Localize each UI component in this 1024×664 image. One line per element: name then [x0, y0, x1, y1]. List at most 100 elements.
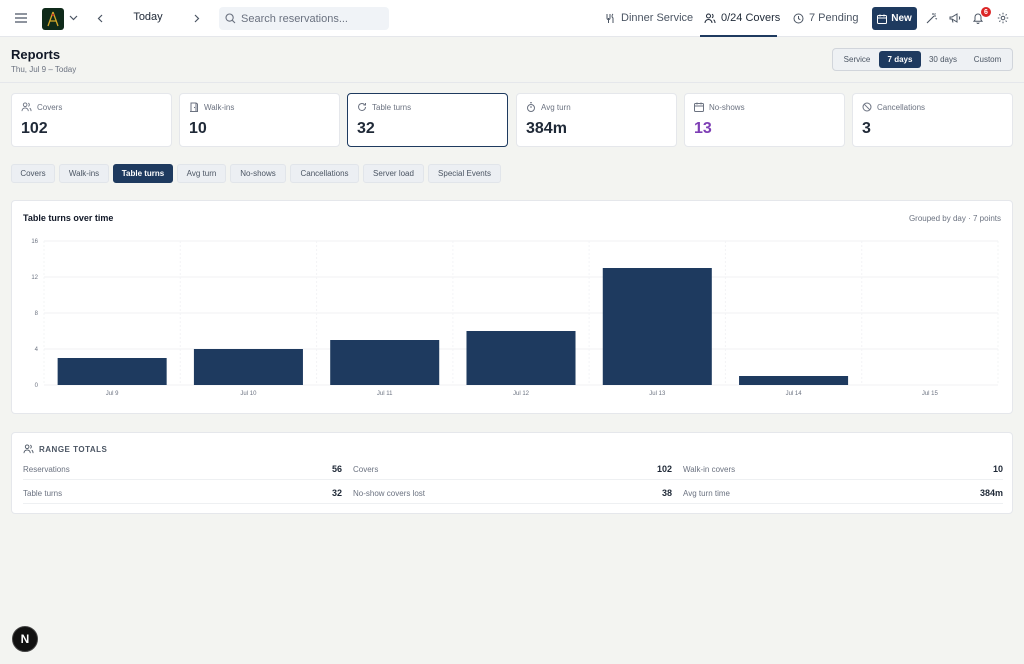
next-dev-badge[interactable]: N — [12, 626, 38, 652]
total-value: 384m — [979, 488, 1003, 498]
total-label: Covers — [353, 464, 379, 474]
pending-tab[interactable]: 7 Pending — [793, 12, 859, 24]
x-tick-label: Jul 11 — [377, 391, 393, 397]
metric-tab-covers[interactable]: Covers — [11, 164, 55, 183]
range-30-days[interactable]: 30 days — [928, 55, 958, 64]
notification-badge: 6 — [981, 7, 991, 17]
metric-tab-walk-ins[interactable]: Walk-ins — [59, 164, 109, 183]
active-tab-indicator — [700, 35, 777, 37]
metric-tab-special-events[interactable]: Special Events — [428, 164, 501, 183]
y-tick-label: 0 — [35, 383, 39, 389]
new-button-label: New — [891, 13, 912, 24]
chevron-down-icon[interactable] — [67, 12, 79, 24]
search-input[interactable] — [241, 12, 381, 25]
utensils-icon — [606, 13, 614, 23]
door-icon — [190, 102, 198, 112]
card-label-text: Avg turn — [541, 102, 571, 112]
menu-icon[interactable] — [12, 10, 30, 26]
card-label-table-turns: Table turns — [357, 102, 411, 112]
header-divider — [0, 82, 1024, 83]
total-label: Table turns — [23, 488, 63, 498]
card-value: 13 — [694, 120, 712, 137]
service-label: Dinner Service — [621, 12, 694, 24]
x-tick-label: Jul 14 — [786, 391, 803, 397]
metric-tab-server-load[interactable]: Server load — [363, 164, 424, 183]
metric-tab-no-shows[interactable]: No-shows — [230, 164, 286, 183]
y-tick-label: 12 — [31, 275, 38, 281]
total-row: Covers 102 — [353, 462, 672, 476]
card-value: 384m — [526, 120, 567, 137]
range-totals-label: RANGE TOTALS — [39, 444, 108, 454]
next-day-button[interactable] — [191, 11, 203, 25]
total-value: 102 — [656, 464, 672, 474]
card-label-avg-turn: Avg turn — [526, 102, 571, 112]
metric-tab-table-turns[interactable]: Table turns — [113, 164, 173, 183]
metric-tab-avg-turn[interactable]: Avg turn — [177, 164, 226, 183]
covers-tab[interactable]: 0/24 Covers — [704, 12, 780, 24]
refresh-icon — [358, 102, 366, 111]
x-tick-label: Jul 15 — [922, 391, 939, 397]
x-tick-label: Jul 9 — [106, 391, 119, 397]
card-label-walk-ins: Walk-ins — [189, 102, 234, 112]
stat-card-table-turns[interactable]: Table turns 32 — [347, 93, 508, 147]
total-row: Avg turn time 384m — [683, 486, 1003, 500]
previous-day-button[interactable] — [94, 11, 106, 25]
row-divider — [23, 479, 1003, 480]
range-totals-title: RANGE TOTALS — [23, 444, 107, 454]
card-value: 102 — [21, 120, 48, 137]
card-label-text: Table turns — [372, 102, 412, 112]
metric-tab-cancellations[interactable]: Cancellations — [290, 164, 359, 183]
bar — [193, 349, 303, 385]
total-value: 10 — [992, 464, 1003, 474]
total-row: Table turns 32 — [23, 486, 342, 500]
bar — [57, 358, 167, 385]
clock-icon — [793, 13, 804, 23]
card-value: 10 — [189, 120, 207, 137]
total-row: No-show covers lost 38 — [353, 486, 672, 500]
bar — [466, 331, 576, 385]
calendar-x-icon — [694, 102, 704, 112]
ban-icon — [862, 102, 872, 112]
total-label: Reservations — [23, 464, 70, 474]
bar — [602, 268, 712, 385]
table-turns-chart: 0 4 8 12 16 Jul 9 Jul 10 Jul 11 Jul 12 Jul 13 Jul … — [31, 239, 999, 397]
total-label: No-show covers lost — [353, 488, 426, 498]
card-label-text: Walk-ins — [204, 102, 235, 112]
users-icon — [23, 444, 34, 454]
magic-wand-icon[interactable] — [925, 11, 939, 25]
restaurant-logo[interactable] — [42, 8, 64, 30]
card-label-text: Cancellations — [877, 102, 926, 112]
total-row: Reservations 56 — [23, 462, 342, 476]
users-icon — [704, 13, 716, 23]
total-label: Walk-in covers — [683, 464, 736, 474]
range-service[interactable]: Service — [843, 55, 871, 64]
card-value: 32 — [357, 120, 375, 137]
stat-card-cancellations[interactable]: Cancellations 3 — [852, 93, 1013, 147]
stat-card-covers[interactable]: Covers 102 — [11, 93, 172, 147]
chart-note: Grouped by day · 7 points — [908, 214, 1001, 223]
search-icon — [225, 13, 236, 24]
settings-icon[interactable] — [996, 11, 1010, 25]
card-value: 3 — [862, 120, 871, 137]
new-reservation-button[interactable]: New — [872, 7, 917, 30]
range-custom[interactable]: Custom — [973, 55, 1002, 64]
date-range-selector: Service 7 days 30 days Custom — [832, 48, 1013, 71]
bell-icon[interactable] — [971, 11, 985, 25]
bar — [739, 376, 849, 385]
chart-title: Table turns over time — [23, 213, 114, 223]
y-tick-label: 16 — [31, 239, 38, 245]
current-date-label[interactable]: Today — [133, 11, 163, 23]
range-7-days[interactable]: 7 days — [879, 51, 921, 68]
stat-card-no-shows[interactable]: No-shows 13 — [684, 93, 845, 147]
x-tick-label: Jul 12 — [513, 391, 530, 397]
megaphone-icon[interactable] — [948, 11, 962, 25]
y-tick-label: 8 — [35, 311, 39, 317]
y-tick-label: 4 — [35, 347, 39, 353]
chart-panel: 0 4 8 12 16 Jul 9 Jul 10 Jul 11 Jul 12 Jul 13 Jul … — [11, 200, 1013, 414]
stat-card-avg-turn[interactable]: Avg turn 384m — [516, 93, 677, 147]
covers-label: 0/24 Covers — [721, 12, 781, 24]
card-label-covers: Covers — [21, 102, 62, 112]
bar — [330, 340, 440, 385]
stat-card-walk-ins[interactable]: Walk-ins 10 — [179, 93, 340, 147]
service-selector[interactable]: Dinner Service — [605, 12, 693, 24]
